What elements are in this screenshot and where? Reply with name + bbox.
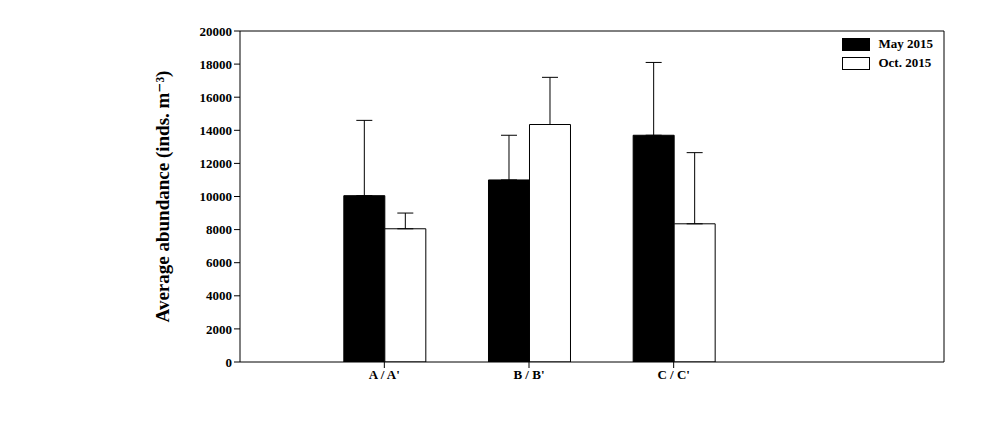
html-text:May 2015: May 2015 [878,36,933,51]
svg-text:14000: 14000 [200,123,233,138]
svg-text:A / A': A / A' [369,367,400,382]
svg-text:12000: 12000 [200,156,233,171]
svg-text:4000: 4000 [206,288,232,303]
svg-text:16000: 16000 [200,90,233,105]
svg-text:6000: 6000 [206,255,232,270]
svg-text:0: 0 [226,355,233,370]
svg-text:18000: 18000 [200,57,233,72]
svg-text:B / B': B / B' [513,367,544,382]
svg-text:10000: 10000 [200,189,233,204]
html-text:Oct. 2015: Oct. 2015 [878,55,932,70]
svg-text:2000: 2000 [206,322,232,337]
svg-text:20000: 20000 [200,24,233,39]
svg-text:C / C': C / C' [657,367,690,382]
svg-text:Average abundance (inds. m⁻³): Average abundance (inds. m⁻³) [152,71,174,323]
svg-text:8000: 8000 [206,222,232,237]
